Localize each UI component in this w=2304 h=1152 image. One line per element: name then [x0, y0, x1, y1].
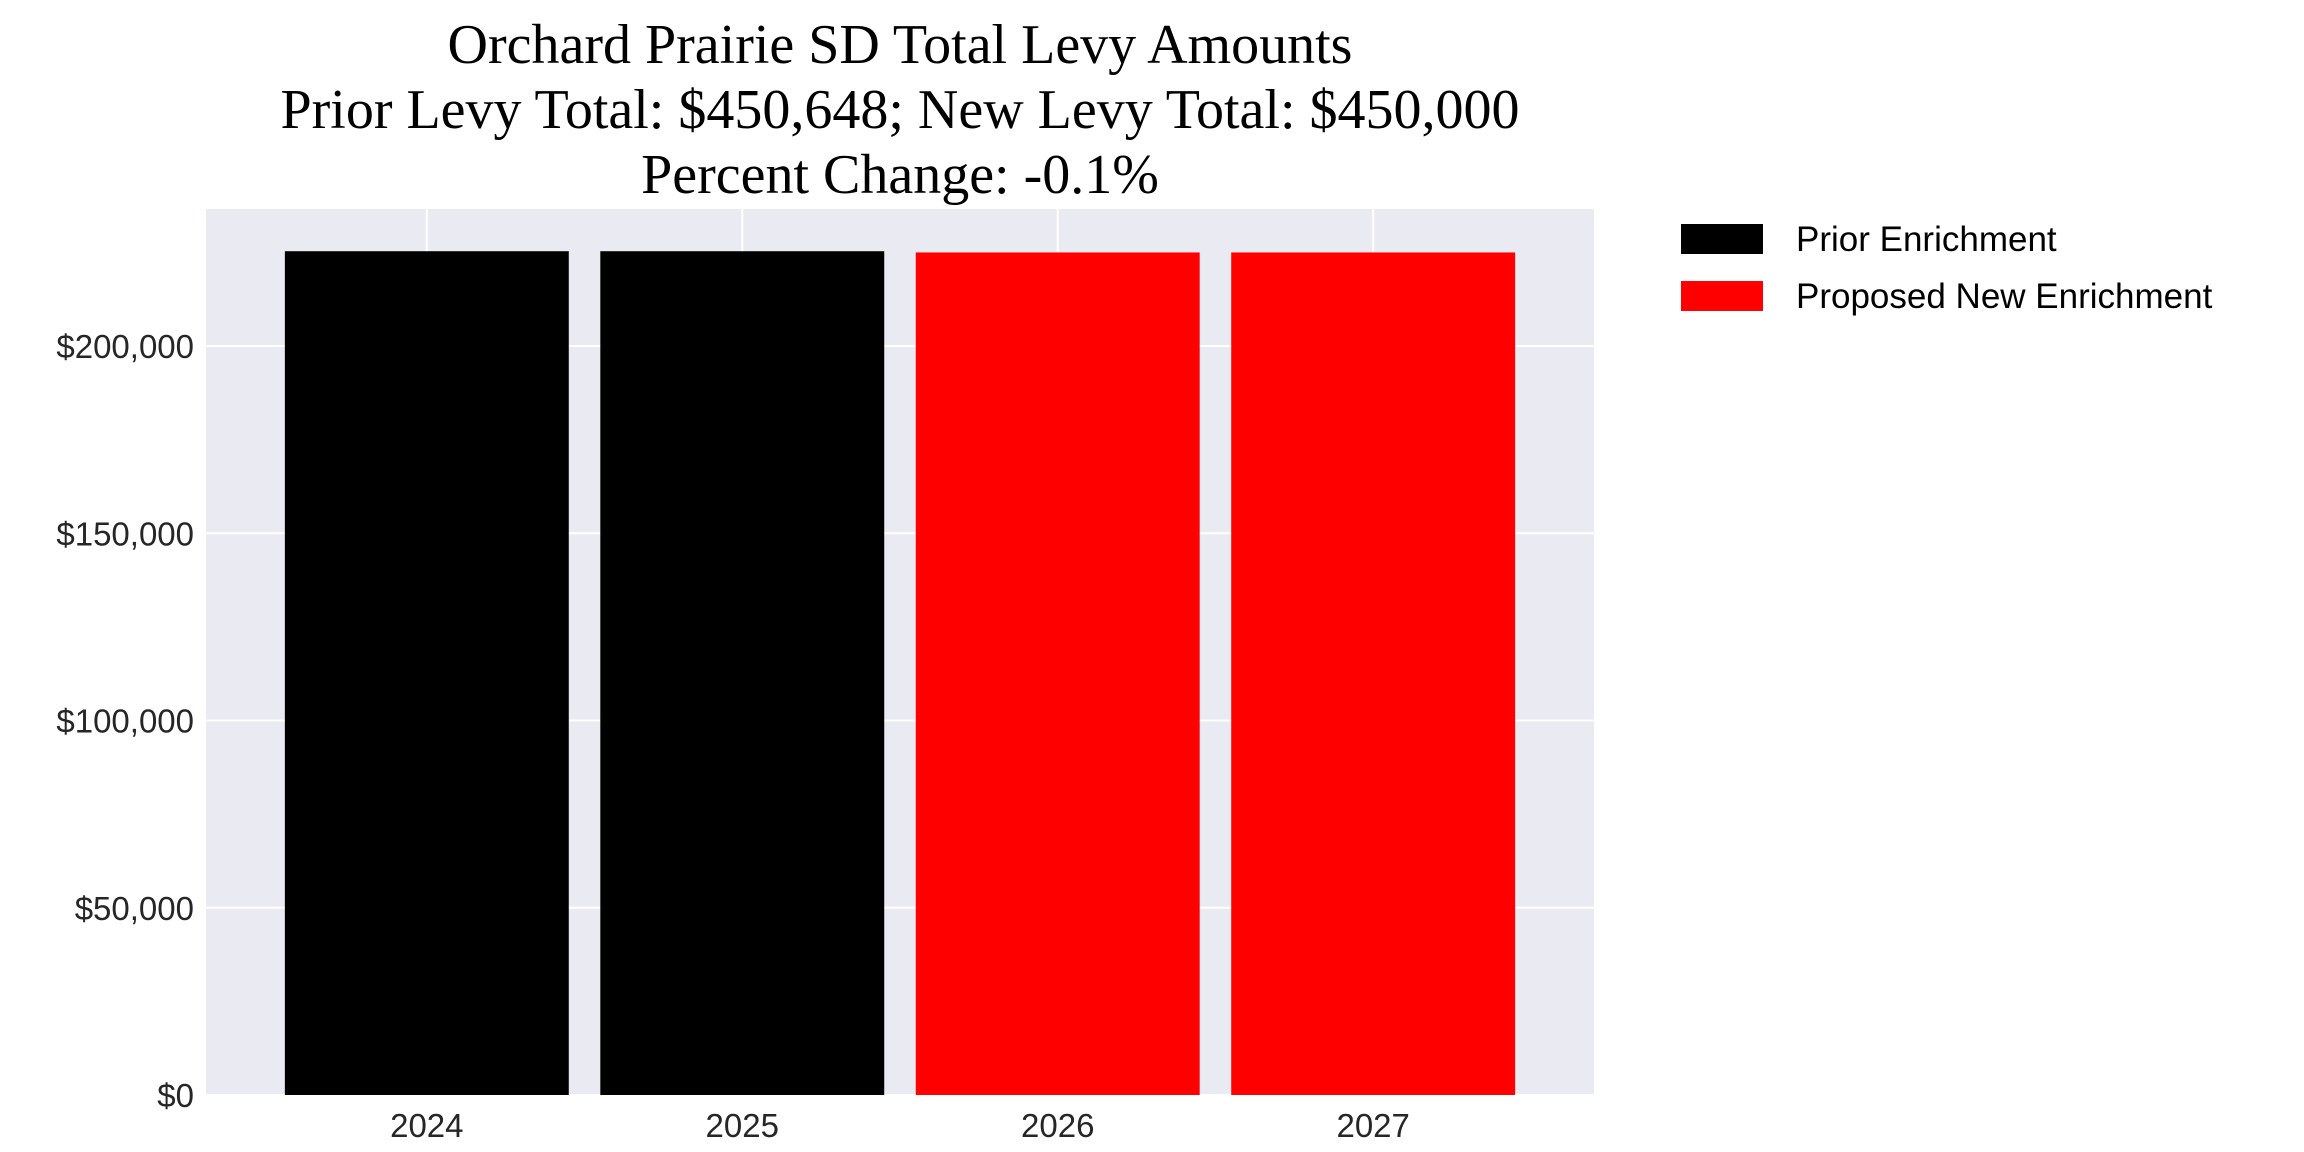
x-tick-label: 2025	[706, 1107, 779, 1144]
x-tick-label: 2024	[390, 1107, 463, 1144]
title-line-2: Prior Levy Total: $450,648; New Levy Tot…	[280, 79, 1519, 141]
bar-2025	[600, 251, 885, 1095]
bar-2026	[915, 252, 1200, 1095]
legend-swatch-prior	[1681, 224, 1763, 254]
bar-2027	[1231, 252, 1516, 1095]
x-tick-label: 2026	[1021, 1107, 1094, 1144]
legend-swatch-proposed	[1681, 281, 1763, 311]
bar-2024	[284, 251, 569, 1095]
y-tick-label: $0	[157, 1077, 194, 1114]
x-axis-ticks: 2024 2025 2026 2027	[390, 1107, 1410, 1144]
y-axis-ticks: $0 $50,000 $100,000 $150,000 $200,000	[56, 328, 194, 1114]
y-tick-label: $150,000	[56, 515, 194, 552]
y-tick-label: $100,000	[56, 703, 194, 740]
bars	[284, 251, 1516, 1095]
legend-label-proposed: Proposed New Enrichment	[1796, 277, 2213, 316]
y-tick-label: $50,000	[75, 890, 194, 927]
chart-title: Orchard Prairie SD Total Levy Amounts Pr…	[280, 14, 1519, 206]
title-line-3: Percent Change: -0.1%	[641, 144, 1159, 206]
x-tick-label: 2027	[1336, 1107, 1409, 1144]
legend: Prior Enrichment Proposed New Enrichment	[1681, 220, 2213, 316]
title-line-1: Orchard Prairie SD Total Levy Amounts	[448, 14, 1353, 76]
y-tick-label: $200,000	[56, 328, 194, 365]
legend-label-prior: Prior Enrichment	[1796, 220, 2057, 259]
